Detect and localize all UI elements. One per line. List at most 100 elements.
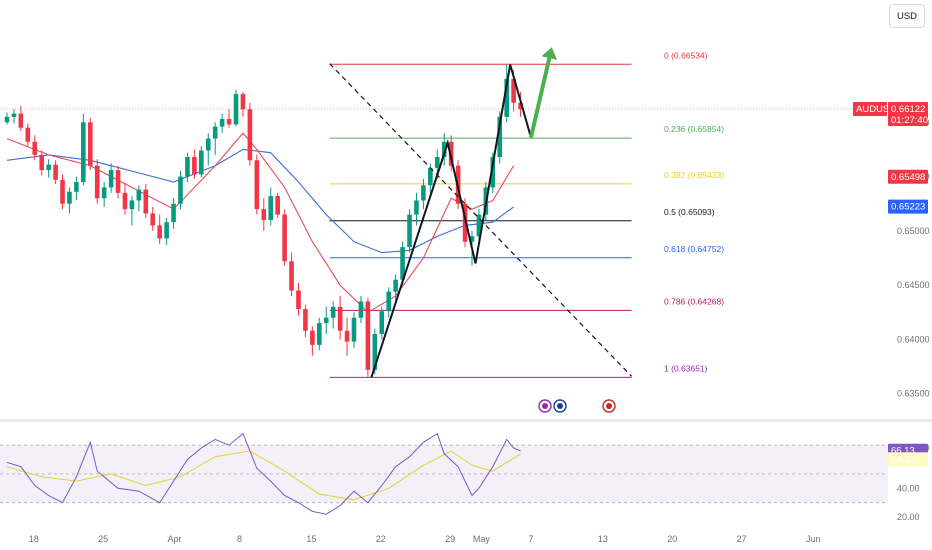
fib-label-0.5: 0.5 (0.65093) (664, 207, 715, 217)
x-tick-label: 27 (737, 534, 747, 544)
candle-body (199, 150, 204, 175)
candle-body (303, 309, 308, 331)
x-tick-label: 7 (528, 534, 533, 544)
candle-body (379, 311, 385, 334)
candle-body (351, 317, 357, 342)
candle-body (129, 200, 135, 210)
candle-body (268, 196, 274, 220)
candle-body (511, 78, 516, 103)
dashed-trend-line (329, 63, 633, 377)
candle-body (81, 122, 86, 182)
candle-body (490, 157, 496, 188)
x-tick-label: 20 (667, 534, 677, 544)
candle-body (87, 122, 93, 166)
x-tick-label: 8 (237, 534, 242, 544)
last-price-tag-bg (888, 102, 928, 127)
candle-body (254, 160, 260, 210)
candle-body (261, 209, 267, 220)
candle-body (441, 141, 447, 158)
candle-body (46, 164, 51, 171)
candle-body (497, 116, 503, 158)
candle-body (358, 301, 364, 318)
x-tick-label: 15 (306, 534, 316, 544)
candle-body (178, 176, 183, 204)
rsi-ma-tag: 64.33 (891, 454, 915, 465)
candle-body (337, 306, 343, 331)
countdown-label: 01:27:40 (891, 115, 928, 126)
candle-body (226, 119, 232, 125)
x-tick-label: May (473, 534, 491, 544)
candle-body (219, 119, 225, 127)
candle-body (386, 291, 391, 312)
candle-body (39, 154, 44, 171)
candle-body (469, 236, 475, 242)
x-tick-label: 29 (445, 534, 455, 544)
candle-body (212, 126, 218, 139)
candle-body (108, 170, 114, 188)
candle-body (275, 196, 280, 215)
candle-body (150, 213, 156, 226)
x-tick-label: 25 (98, 534, 108, 544)
projection-arrow-shaft (529, 57, 552, 138)
candle-body (60, 179, 65, 204)
x-tick-label: 18 (29, 534, 39, 544)
rsi-tick-label: 40.00 (897, 483, 920, 493)
candle-body (393, 279, 398, 292)
candle-body (323, 317, 329, 324)
candle-body (400, 247, 405, 280)
rsi-ma-line (6, 450, 521, 501)
candle-body (74, 182, 79, 192)
candle-body (157, 225, 162, 239)
ema-slow-tag: 0.65223 (891, 202, 925, 213)
rsi-tick-label: 20.00 (897, 512, 920, 522)
candle-body (122, 192, 128, 210)
candle-body (171, 203, 176, 223)
fib-label-0: 0 (0.66534) (664, 50, 708, 60)
candle-body (136, 189, 142, 201)
candle-body (282, 214, 287, 262)
y-tick-label: 0.64500 (897, 280, 930, 290)
candle-body (296, 290, 301, 310)
symbol-tag-bg (853, 102, 887, 117)
x-tick-label: 13 (598, 534, 608, 544)
ema-slow-tag-bg (888, 199, 928, 214)
candle-body (310, 330, 315, 345)
candle-body (421, 185, 426, 201)
pane-separator (0, 419, 932, 422)
ema-fast-tag: 0.65498 (891, 172, 925, 183)
candle-body (115, 170, 121, 193)
candle-body (11, 113, 17, 117)
candle-body (462, 203, 468, 242)
candle-body (414, 200, 419, 215)
fib-label-0.786: 0.786 (0.64268) (664, 296, 724, 306)
candle-body (205, 138, 211, 151)
candle-body (504, 78, 509, 117)
fib-label-0.618: 0.618 (0.64752) (664, 244, 724, 254)
currency-button[interactable]: USD (889, 4, 925, 28)
candle-body (233, 94, 239, 125)
candle-body (344, 330, 350, 342)
x-tick-label: 22 (376, 534, 386, 544)
rsi-line (6, 432, 521, 515)
rsi-value-tag: 66.13 (891, 446, 915, 457)
candle-body (428, 167, 433, 186)
candle-body (476, 214, 482, 237)
candle-body (143, 189, 149, 214)
candle-body (32, 141, 38, 155)
candle-body (317, 323, 322, 345)
fib-label-1: 1 (0.63651) (664, 363, 708, 373)
projection-arrow-head (541, 47, 558, 60)
symbol-tag: AUDUSD (856, 104, 896, 115)
candle-body (25, 127, 31, 142)
x-tick-label: Jun (806, 534, 821, 544)
y-tick-label: 0.64000 (897, 334, 930, 344)
candle-body (434, 157, 440, 168)
candle-body (240, 94, 246, 110)
candle-body (372, 334, 378, 370)
candle-body (4, 116, 10, 123)
x-tick-label: Apr (168, 534, 182, 544)
rsi-ma-tag-bg (888, 452, 928, 467)
candle-body (164, 222, 169, 239)
zigzag-pattern-line (370, 64, 532, 378)
